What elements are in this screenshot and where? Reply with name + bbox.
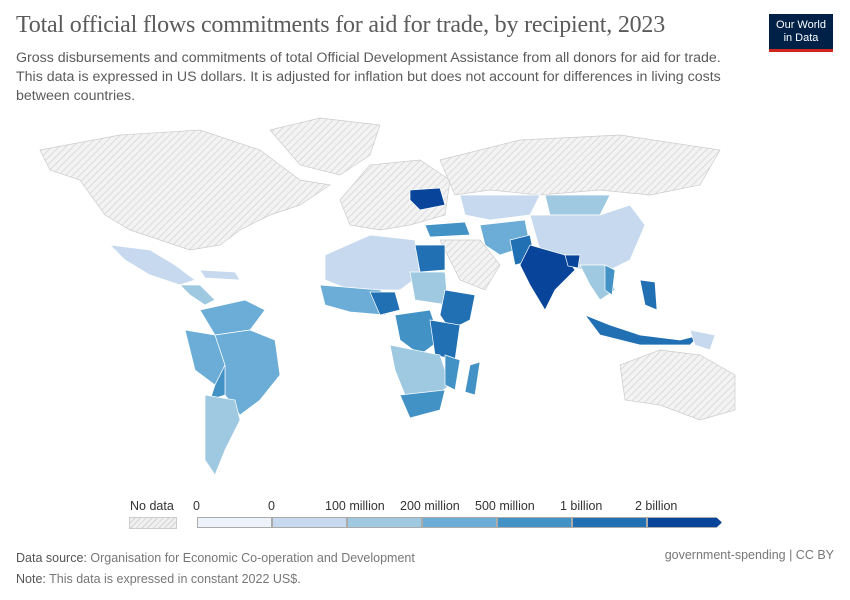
- footer-left: Data source: Organisation for Economic C…: [16, 548, 415, 590]
- chart-title: Total official flows commitments for aid…: [16, 12, 666, 38]
- country-caribbean[interactable]: [199, 269, 241, 281]
- legend-tick-label: 500 million: [475, 499, 535, 513]
- legend-no-data-swatch: [129, 517, 177, 529]
- logo-line-1: Our World: [776, 19, 826, 31]
- country-sudan[interactable]: [409, 271, 449, 306]
- logo-line-2: in Data: [783, 32, 819, 44]
- country-indonesia[interactable]: [583, 314, 702, 346]
- country-ukraine[interactable]: [409, 187, 446, 211]
- country-turkey[interactable]: [424, 221, 471, 238]
- country-nigeria[interactable]: [369, 291, 401, 316]
- legend-tick-label: 1 billion: [560, 499, 603, 513]
- country-middle-east[interactable]: [439, 239, 501, 291]
- source-text[interactable]: Organisation for Economic Co-operation a…: [90, 551, 415, 565]
- country-egypt[interactable]: [414, 244, 446, 273]
- country-mexico[interactable]: [109, 244, 196, 286]
- legend-swatch: [422, 517, 497, 528]
- country-congo[interactable]: [394, 309, 441, 356]
- country-philippines[interactable]: [639, 279, 658, 311]
- country-vietnam[interactable]: [604, 264, 616, 296]
- note-text: This data is expressed in constant 2022 …: [49, 572, 301, 586]
- legend-swatch: [572, 517, 647, 528]
- legend-tick-label: 2 billion: [635, 499, 678, 513]
- legend-swatch: [647, 517, 722, 528]
- country-south-africa[interactable]: [399, 389, 446, 419]
- legend-tick-label: 100 million: [325, 499, 385, 513]
- legend-no-data-label: No data: [130, 499, 174, 513]
- owid-logo[interactable]: Our World in Data: [769, 14, 833, 52]
- country-central-america[interactable]: [179, 284, 216, 306]
- country-mozambique[interactable]: [444, 354, 461, 391]
- source-label: Data source:: [16, 551, 87, 565]
- legend-tick-label: 0: [193, 499, 200, 513]
- country-north-africa[interactable]: [324, 234, 421, 291]
- country-greenland[interactable]: [269, 117, 381, 176]
- world-map[interactable]: [0, 110, 850, 490]
- country-kazakhstan[interactable]: [459, 194, 541, 221]
- legend-tick-label: 200 million: [400, 499, 460, 513]
- country-png[interactable]: [689, 329, 716, 351]
- country-colombia-venezuela[interactable]: [199, 299, 266, 336]
- legend-tick-label: 0: [268, 499, 275, 513]
- country-russia[interactable]: [439, 134, 721, 196]
- legend-swatch: [497, 517, 572, 528]
- country-north-america[interactable]: [39, 129, 331, 251]
- country-mongolia[interactable]: [544, 194, 611, 216]
- note-label: Note:: [16, 572, 46, 586]
- license-link[interactable]: government-spending | CC BY: [664, 548, 834, 562]
- country-europe[interactable]: [339, 159, 451, 231]
- country-australia[interactable]: [619, 349, 736, 421]
- legend-swatch: [272, 517, 347, 528]
- country-bangladesh[interactable]: [564, 254, 581, 269]
- country-madagascar[interactable]: [464, 361, 481, 396]
- legend-swatch: [347, 517, 422, 528]
- chart-subtitle: Gross disbursements and commitments of t…: [16, 50, 721, 104]
- country-bolivia[interactable]: [209, 364, 226, 401]
- legend-swatch: [197, 517, 272, 528]
- country-argentina[interactable]: [204, 394, 241, 476]
